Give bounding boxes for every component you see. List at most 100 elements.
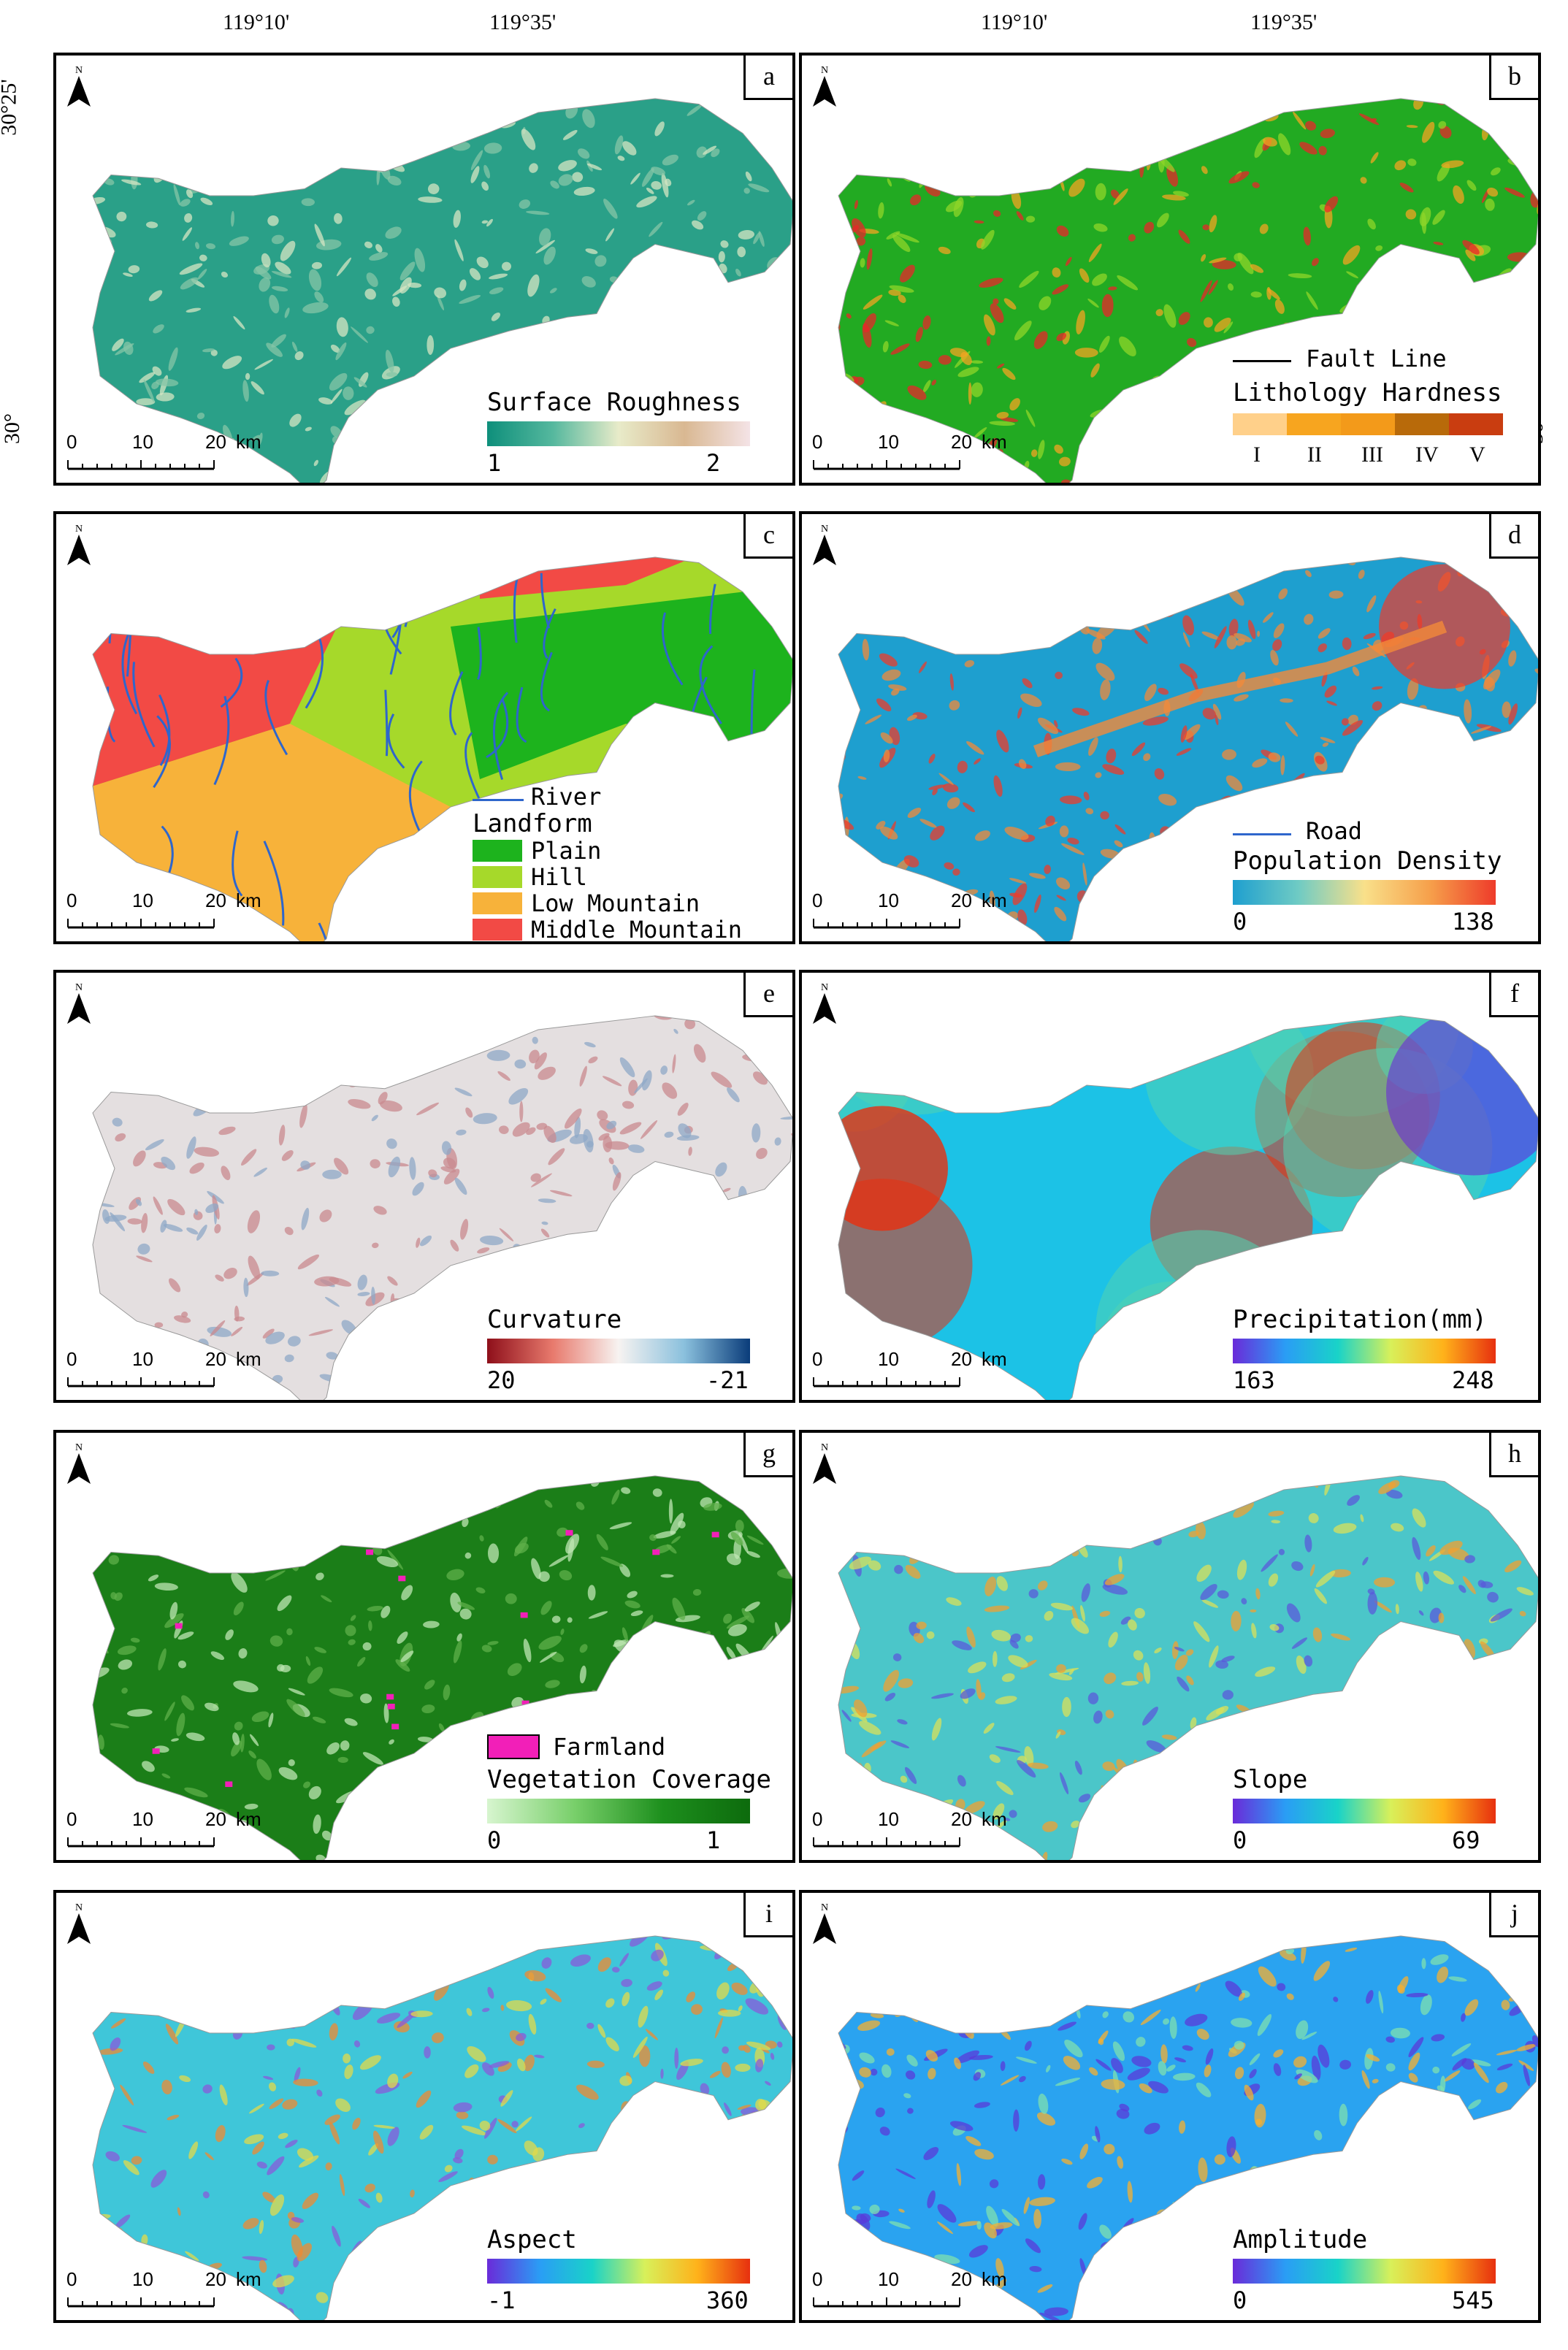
- farmland-patch: [270, 1476, 278, 1477]
- river-label: River: [531, 783, 602, 811]
- legend-min: -1: [487, 2286, 516, 2314]
- scale-tick-label: 0: [812, 431, 823, 453]
- farmland-patch: [225, 1781, 233, 1788]
- river-line: [380, 881, 399, 941]
- map-region-j: [838, 1935, 1538, 2320]
- scale-tick-label: 0: [66, 431, 77, 453]
- north-arrow-icon: N: [812, 1903, 837, 1949]
- scale-unit: km: [982, 431, 1007, 453]
- hardness-class-swatch: [1233, 413, 1287, 435]
- legend-title: Aspect: [487, 2225, 577, 2254]
- scale-tick-label: 20: [205, 431, 226, 453]
- legend-min: 1: [487, 449, 502, 477]
- legend-title: Amplitude: [1233, 2225, 1368, 2254]
- scale-tick-label: 10: [878, 431, 899, 453]
- farmland-patch: [452, 1796, 460, 1802]
- river-line: [213, 696, 230, 785]
- north-label: N: [74, 982, 83, 993]
- landform-swatch: [473, 840, 522, 862]
- legend-min: 0: [1233, 908, 1247, 935]
- scale-bar: 0 10 20 km: [812, 1808, 1031, 1853]
- river-line: [263, 841, 285, 926]
- scale-bar: 0 10 20 km: [66, 889, 286, 934]
- legend-max: 2: [706, 449, 721, 477]
- north-arrow-icon: N: [812, 66, 837, 112]
- scale-unit: km: [236, 2268, 261, 2290]
- scale-tick-label: 20: [951, 1808, 972, 1830]
- river-line: [70, 732, 76, 785]
- scale-tick-label: 10: [878, 1808, 899, 1830]
- scale-tick-label: 20: [205, 2268, 226, 2290]
- map-region-f: [838, 1015, 1538, 1400]
- scale-unit: km: [236, 1808, 261, 1830]
- panel-letter-g: g: [743, 1433, 792, 1477]
- scale-tick-label: 10: [878, 1348, 899, 1370]
- river-line: [513, 576, 519, 643]
- panel-letter-h: h: [1489, 1433, 1538, 1477]
- river-line: [492, 692, 509, 780]
- north-label: N: [74, 1902, 83, 1913]
- scale-tick-label: 0: [66, 1808, 77, 1830]
- top-lon-label-right-2: 119°35': [1250, 10, 1317, 34]
- landform-label: Hill: [531, 863, 588, 891]
- farmland-patch: [711, 1531, 719, 1538]
- scale-tick-label: 20: [951, 2268, 972, 2290]
- scale-unit: km: [982, 889, 1007, 911]
- hardness-class-label: III: [1361, 443, 1383, 467]
- river-line: [384, 689, 389, 757]
- scale-tick-label: 10: [132, 889, 153, 911]
- scale-tick-label: 0: [812, 1348, 823, 1370]
- farmland-patch: [175, 1623, 183, 1629]
- north-label: N: [820, 1902, 829, 1913]
- north-arrow-icon: N: [66, 983, 91, 1029]
- scale-tick-label: 0: [812, 1808, 823, 1830]
- legend-max: 1: [706, 1826, 721, 1854]
- north-arrow-icon: N: [66, 1903, 91, 1949]
- hardness-class-swatch: [1449, 413, 1503, 435]
- scale-tick-label: 10: [132, 1348, 153, 1370]
- legend-max: 248: [1452, 1366, 1494, 1394]
- legend-min: 0: [487, 1826, 502, 1854]
- scale-tick-label: 0: [66, 2268, 77, 2290]
- top-lon-label-left-1: 119°10': [223, 10, 290, 34]
- scale-unit: km: [982, 2268, 1007, 2290]
- map-panel-j: j N 0 10 20 km Amplitude 0 545: [799, 1890, 1541, 2323]
- map-region-c: [70, 556, 792, 941]
- river-line: [305, 632, 324, 709]
- legend-color-ramp: [487, 421, 750, 446]
- river-line: [132, 662, 156, 748]
- legend-color-ramp: [487, 2259, 750, 2284]
- map-panel-c: c N 0 10 20 km River Landform Plain Hill Low Mount…: [53, 511, 795, 944]
- scale-tick-label: 10: [878, 2268, 899, 2290]
- legend-title: Precipitation(mm): [1233, 1305, 1487, 1334]
- scale-unit: km: [982, 1808, 1007, 1830]
- river-line: [699, 645, 723, 724]
- north-arrow-icon: N: [812, 524, 837, 570]
- river-line: [232, 830, 243, 897]
- panel-letter-a: a: [743, 56, 792, 100]
- north-label: N: [820, 65, 829, 76]
- legend-min: 20: [487, 1366, 516, 1394]
- river-line: [220, 657, 243, 708]
- map-panel-a: a N 0 10 20 km Surface Roughness 1 2: [53, 53, 795, 486]
- hardness-class-swatch: [1287, 413, 1341, 435]
- north-arrow-icon: N: [812, 1443, 837, 1489]
- north-label: N: [74, 524, 83, 535]
- north-arrow-icon: N: [812, 983, 837, 1029]
- scale-bar: 0 10 20 km: [812, 431, 1031, 475]
- farmland-patch: [362, 1793, 370, 1799]
- map-panel-d: d N 0 10 20 km Population Density 0 138 Road: [799, 511, 1541, 944]
- scale-tick-label: 10: [132, 1808, 153, 1830]
- hardness-class-label: II: [1307, 443, 1322, 467]
- scale-bar: 0 10 20 km: [66, 1348, 286, 1393]
- river-line: [449, 671, 464, 735]
- river-line: [516, 686, 527, 743]
- legend-title: Vegetation Coverage: [487, 1765, 771, 1794]
- farmland-patch: [520, 1612, 528, 1618]
- farmland-patch: [391, 1723, 399, 1730]
- fault-line-swatch: [1233, 360, 1291, 362]
- map-region-a: [92, 98, 792, 483]
- map-panel-f: f N 0 10 20 km Precipitation(mm) 163 248: [799, 970, 1541, 1403]
- scale-tick-label: 10: [878, 889, 899, 911]
- farmland-patch: [387, 1704, 395, 1710]
